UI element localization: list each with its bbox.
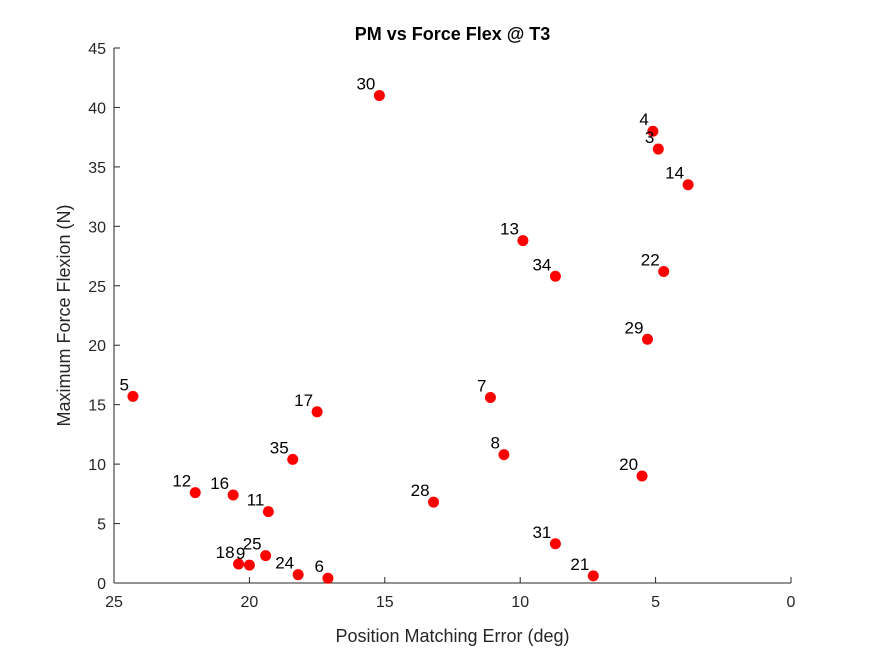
data-point bbox=[658, 266, 670, 278]
data-point bbox=[189, 487, 201, 499]
data-point-label: 34 bbox=[532, 255, 551, 274]
data-point-label: 31 bbox=[532, 523, 551, 542]
data-point bbox=[311, 406, 323, 418]
data-point bbox=[262, 506, 274, 518]
y-tick-label: 20 bbox=[88, 338, 106, 355]
y-tick-label: 45 bbox=[88, 41, 106, 58]
y-axis-label: Maximum Force Flexion (N) bbox=[54, 204, 74, 426]
data-point bbox=[243, 559, 255, 571]
data-point-label: 21 bbox=[570, 555, 589, 574]
y-tick-label: 40 bbox=[88, 100, 106, 117]
axes bbox=[113, 48, 791, 584]
data-point bbox=[549, 270, 561, 282]
data-point-label: 4 bbox=[639, 110, 648, 129]
data-point bbox=[636, 470, 648, 482]
x-tick-label: 0 bbox=[787, 594, 796, 611]
data-point-label: 29 bbox=[625, 318, 644, 337]
data-point bbox=[287, 453, 299, 465]
x-tick-label: 20 bbox=[241, 594, 259, 611]
data-point-label: 13 bbox=[500, 220, 519, 239]
data-points bbox=[127, 90, 694, 584]
x-ticks: 25 20 15 10 5 0 bbox=[105, 577, 796, 611]
data-point bbox=[484, 392, 496, 404]
data-point-label: 9 bbox=[236, 544, 245, 563]
y-tick-label: 0 bbox=[97, 576, 106, 593]
data-point bbox=[428, 496, 440, 508]
x-tick-label: 15 bbox=[376, 594, 394, 611]
data-point-label: 35 bbox=[270, 438, 289, 457]
data-point bbox=[682, 179, 694, 191]
data-point-label: 8 bbox=[490, 434, 499, 453]
y-tick-label: 5 bbox=[97, 517, 106, 534]
data-point bbox=[641, 333, 653, 345]
data-point-label: 28 bbox=[411, 481, 430, 500]
x-tick-label: 5 bbox=[651, 594, 660, 611]
chart-title: PM vs Force Flex @ T3 bbox=[355, 24, 551, 44]
data-point bbox=[652, 143, 664, 155]
data-point bbox=[260, 550, 272, 562]
data-point bbox=[549, 538, 561, 550]
x-tick-label: 10 bbox=[511, 594, 529, 611]
data-point-label: 3 bbox=[645, 128, 654, 147]
data-point-label: 7 bbox=[477, 377, 486, 396]
y-tick-label: 30 bbox=[88, 219, 106, 236]
y-tick-label: 15 bbox=[88, 398, 106, 415]
data-point-label: 11 bbox=[247, 491, 265, 510]
data-point bbox=[498, 449, 510, 461]
data-point-label: 20 bbox=[619, 455, 638, 474]
data-point-label: 17 bbox=[294, 391, 313, 410]
data-point-label: 25 bbox=[243, 535, 262, 554]
data-point-label: 16 bbox=[210, 474, 229, 493]
x-tick-label: 25 bbox=[105, 594, 123, 611]
data-point-label: 18 bbox=[216, 543, 235, 562]
data-point-label: 24 bbox=[275, 554, 294, 573]
data-point-label: 22 bbox=[641, 251, 660, 270]
data-point-label: 5 bbox=[119, 375, 128, 394]
x-axis-label: Position Matching Error (deg) bbox=[335, 626, 569, 646]
y-tick-label: 35 bbox=[88, 160, 106, 177]
data-point bbox=[127, 390, 139, 402]
data-point bbox=[292, 569, 304, 581]
y-tick-label: 25 bbox=[88, 279, 106, 296]
data-point-label: 30 bbox=[356, 75, 375, 94]
data-point bbox=[647, 125, 659, 137]
data-point bbox=[227, 489, 239, 501]
data-point bbox=[587, 570, 599, 582]
data-point-label: 14 bbox=[665, 164, 684, 183]
data-point bbox=[322, 572, 334, 584]
data-point bbox=[373, 90, 385, 102]
data-point bbox=[517, 235, 529, 247]
point-labels: 30 43 14 13 34 22 29 5 17 7 35 8 20 12 16 11 28 31 25 18 9 24… bbox=[119, 75, 684, 577]
data-point bbox=[233, 558, 245, 570]
y-ticks: 0 5 10 15 20 25 30 35 40 45 bbox=[88, 41, 120, 593]
y-tick-label: 10 bbox=[88, 457, 106, 474]
data-point-label: 6 bbox=[314, 557, 323, 576]
data-point-label: 12 bbox=[172, 472, 191, 491]
